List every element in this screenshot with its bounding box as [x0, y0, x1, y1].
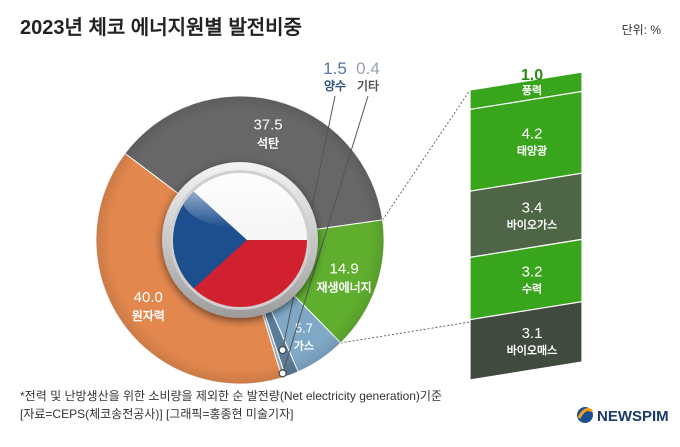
bar-value-label-1: 4.2 [522, 125, 543, 142]
bar-segment-4 [469, 300, 583, 381]
slice-value-label-4: 1.5 [323, 59, 347, 78]
slice-value-label-0: 40.0 [134, 289, 163, 306]
slice-value-label-2: 14.9 [330, 260, 359, 277]
bar-category-label-3: 수력 [522, 283, 542, 296]
connector-bottom [340, 321, 471, 344]
bar-value-label-2: 3.4 [522, 199, 543, 216]
slice-name-label-5: 기타 [357, 78, 379, 93]
donut-labels: 40.0 원자력 37.5 석탄 14.9 재생에너지 5.7 가스 1.5양수 0.4기타 [132, 59, 380, 378]
bar-category-label-0: 풍력 [522, 84, 542, 97]
bar-value-label-0: 1.0 [521, 67, 543, 84]
connector-top [382, 89, 471, 221]
slice-name-label-0: 원자력 [132, 308, 165, 323]
leader-dot-5 [278, 369, 287, 378]
unit-label: 단위: % [622, 23, 662, 37]
slice-name-label-1: 석탄 [257, 136, 279, 151]
bar-category-label-4: 바이오매스 [507, 343, 558, 357]
newspim-logo-icon: NEWSPIM [577, 407, 669, 425]
bar-category-label-1: 태양광 [517, 143, 547, 157]
bar-value-label-3: 3.2 [522, 264, 543, 281]
source-credit: [자료=CEPS(체코송전공사)] [그래픽=홍종현 미술기자] [20, 407, 293, 421]
leader-dot-4 [278, 345, 287, 355]
slice-name-label-3: 가스 [294, 338, 314, 352]
bar-value-label-4: 3.1 [522, 325, 543, 342]
footnote: *전력 및 난방생산을 위한 소비량을 제외한 순 발전량(Net electr… [20, 389, 442, 403]
logo-text: NEWSPIM [597, 408, 669, 425]
slice-value-label-1: 37.5 [253, 117, 282, 134]
slice-value-label-5: 0.4 [356, 59, 380, 78]
slice-name-label-4: 양수 [324, 78, 346, 93]
czech-flag-icon [162, 162, 318, 318]
chart-title: 2023년 체코 에너지원별 발전비중 [20, 16, 302, 39]
bar-category-label-2: 바이오가스 [507, 217, 558, 231]
slice-name-label-2: 재생에너지 [317, 279, 372, 294]
slice-value-label-3: 5.7 [295, 320, 313, 335]
leader-line-5 [282, 95, 369, 374]
